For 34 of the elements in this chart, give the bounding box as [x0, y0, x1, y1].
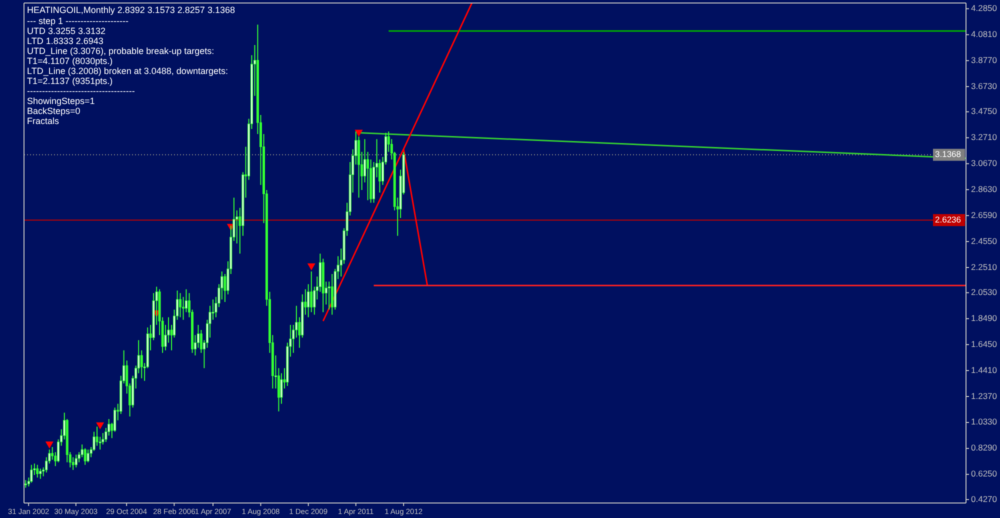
annotation: --- step 1 --------------------- — [27, 16, 128, 26]
annotation: LTD 1.8333 2.6943 — [27, 36, 104, 46]
annotation: ------------------------------------ — [27, 86, 135, 96]
ref-line-label: 3.1368 — [935, 149, 962, 160]
annotation: BackSteps=0 — [27, 106, 80, 116]
y-tick-label: 3.6730 — [971, 80, 998, 91]
y-tick-label: 3.4750 — [971, 106, 998, 116]
y-tick-label: 0.6250 — [971, 468, 998, 479]
annotation: T1=4.1107 (8030pts.) — [27, 56, 113, 66]
y-tick-label: 2.6590 — [971, 210, 998, 220]
y-tick-label: 1.2370 — [971, 390, 998, 401]
y-tick-label: 0.4270 — [971, 494, 998, 504]
ref-line-label: 2.6236 — [935, 214, 962, 224]
annotation: LTD_Line (3.2008) broken at 3.0488, downtargets: — [27, 66, 228, 76]
y-tick-label: 3.2710 — [971, 132, 998, 142]
annotation: Fractals — [27, 116, 60, 126]
y-tick-label: 3.8770 — [971, 54, 998, 65]
y-tick-label: 2.8630 — [971, 184, 998, 194]
y-tick-label: 1.8490 — [971, 312, 998, 323]
annotation: UTD_Line (3.3076), probable break-up targets: — [27, 46, 214, 56]
y-tick-label: 2.4550 — [971, 236, 998, 246]
annotation: ShowingSteps=1 — [27, 96, 95, 106]
y-tick-label: 2.0530 — [971, 286, 998, 297]
y-tick-label: 0.8290 — [971, 442, 998, 453]
y-tick-label: 1.4410 — [971, 364, 998, 375]
y-tick-label: 4.2850 — [971, 2, 998, 13]
y-tick-label: 3.0670 — [971, 158, 998, 168]
y-tick-label: 2.2510 — [971, 262, 998, 272]
chart-title: HEATINGOIL,Monthly 2.8392 3.1573 2.8257 3.1368 — [27, 5, 235, 15]
y-tick-label: 1.6450 — [971, 338, 998, 349]
y-tick-label: 1.0330 — [971, 416, 998, 427]
annotation: T1=2.1137 (9351pts.) — [27, 76, 113, 86]
y-tick-label: 4.0810 — [971, 28, 998, 39]
annotation: UTD 3.3255 3.3132 — [27, 26, 106, 36]
